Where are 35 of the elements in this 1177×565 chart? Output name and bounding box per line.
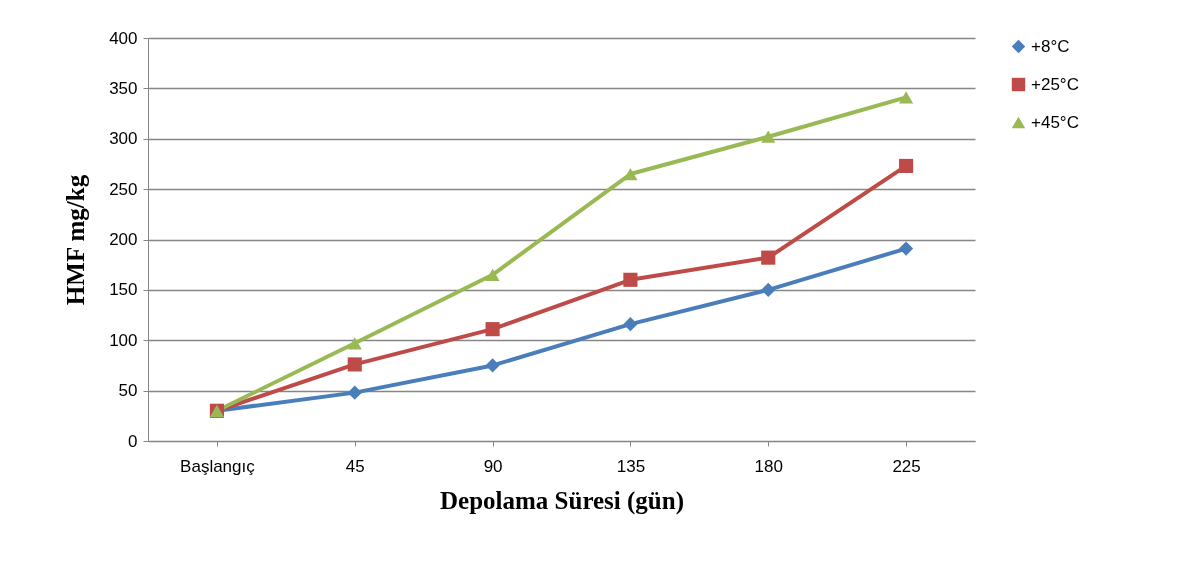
point — [623, 317, 638, 332]
y-axis-title: HMF mg/kg — [62, 174, 90, 306]
point — [761, 250, 776, 265]
point — [899, 241, 914, 256]
y-tick-label: 350 — [109, 78, 138, 98]
y-tick-label: 0 — [128, 431, 138, 451]
y-tick-label: 100 — [109, 330, 138, 350]
point — [899, 91, 914, 104]
y-tick-label: 400 — [109, 28, 138, 48]
y-tick-label: 250 — [109, 179, 138, 199]
point — [623, 272, 638, 287]
x-tick-label: Başlangıç — [180, 456, 256, 476]
point — [899, 158, 914, 174]
y-tick-label: 200 — [109, 230, 138, 249]
x-tick-label: 135 — [616, 456, 646, 476]
point — [347, 385, 362, 400]
x-tick-label: 180 — [754, 456, 783, 476]
legend-label: +25°C — [1031, 74, 1079, 94]
y-tick-label: 300 — [109, 129, 138, 149]
legend-label: +8°C — [1031, 36, 1070, 56]
point — [761, 282, 776, 297]
y-tick-label: 50 — [118, 381, 138, 401]
point — [485, 322, 500, 337]
y-tick-label: 150 — [109, 280, 138, 300]
point — [347, 357, 362, 372]
point — [485, 358, 500, 373]
x-tick-label: 45 — [345, 456, 365, 476]
x-axis-title: Depolama Süresi (gün) — [439, 486, 685, 515]
point — [347, 337, 362, 350]
point — [761, 130, 776, 143]
point — [623, 167, 638, 181]
x-tick-label: 225 — [892, 456, 921, 476]
x-tick-label: 90 — [483, 456, 503, 476]
point — [485, 268, 500, 281]
legend-label: +45°C — [1031, 112, 1079, 132]
